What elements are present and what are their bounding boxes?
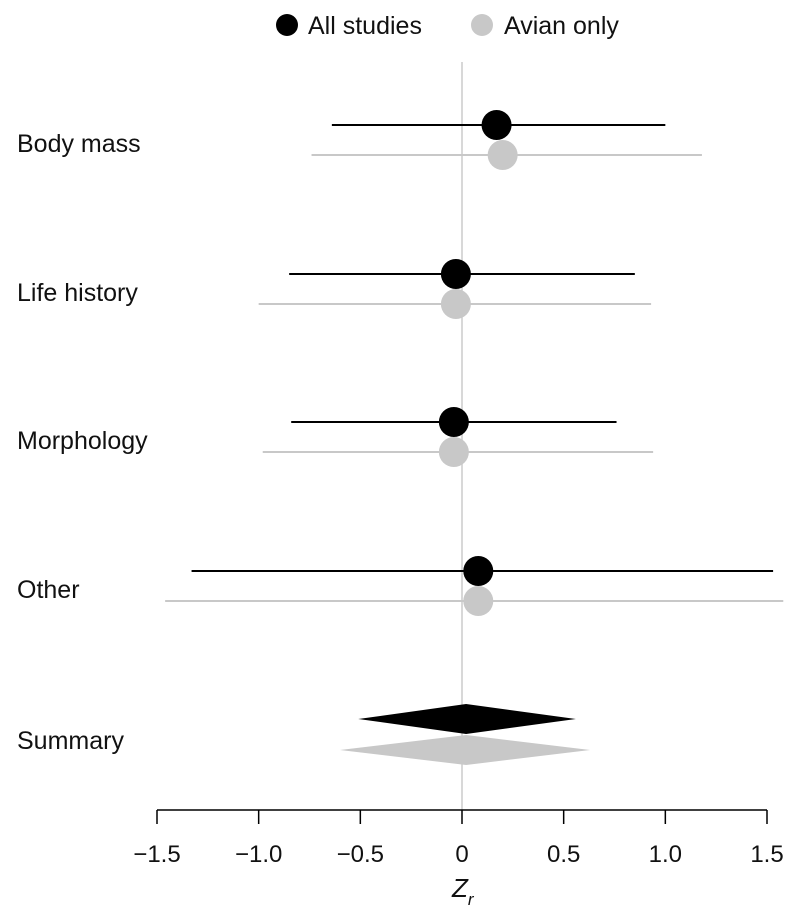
legend-marker-all-studies xyxy=(276,14,298,36)
point-all-studies-3 xyxy=(438,407,469,437)
x-tick-label-7: 1.5 xyxy=(750,841,783,868)
point-all-studies-4 xyxy=(463,556,494,586)
x-tick-label-3: −0.5 xyxy=(337,841,384,868)
point-all-studies-2 xyxy=(440,259,471,289)
point-avian-only-3 xyxy=(438,437,469,467)
data-marks xyxy=(165,110,784,765)
point-avian-only-2 xyxy=(440,289,471,319)
x-tick-label-6: 1.0 xyxy=(649,841,682,868)
category-label-other: Other xyxy=(17,576,80,604)
summary-diamond-all-studies xyxy=(358,704,576,734)
category-label-morphology: Morphology xyxy=(17,427,148,455)
point-avian-only-4 xyxy=(463,586,494,616)
x-axis-title-main: Z xyxy=(451,873,469,903)
x-tick-label-2: −1.0 xyxy=(235,841,282,868)
legend-label-avian-only: Avian only xyxy=(504,12,619,40)
x-tick-label-4: 0 xyxy=(455,841,468,868)
summary-diamond-avian-only xyxy=(340,735,591,765)
legend: All studies Avian only xyxy=(276,12,619,40)
legend-label-all-studies: All studies xyxy=(308,12,422,40)
x-axis-title-subscript: r xyxy=(468,890,475,909)
x-tick-label-5: 0.5 xyxy=(547,841,580,868)
category-label-body-mass: Body mass xyxy=(17,130,141,158)
x-axis-title: Zr xyxy=(451,873,475,909)
point-avian-only-1 xyxy=(487,140,518,170)
category-label-life-history: Life history xyxy=(17,279,138,307)
point-all-studies-1 xyxy=(481,110,512,140)
category-label-summary: Summary xyxy=(17,727,124,755)
legend-marker-avian-only xyxy=(471,14,493,36)
x-axis: −1.5 −1.0 −0.5 0 0.5 1.0 1.5 xyxy=(133,809,784,868)
x-tick-label-1: −1.5 xyxy=(133,841,180,868)
